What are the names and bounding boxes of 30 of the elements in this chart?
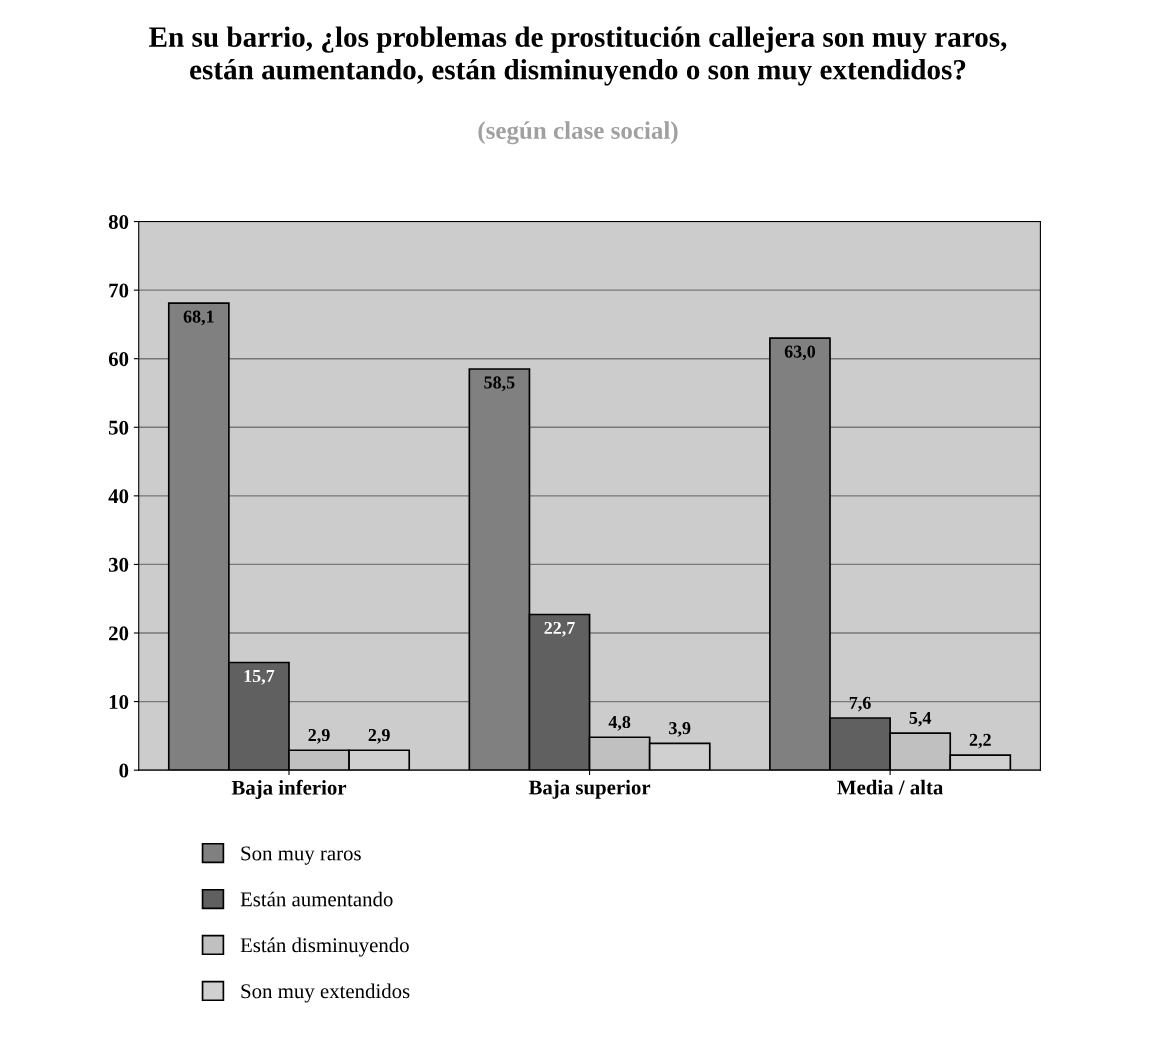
- y-tick-label: 40: [108, 489, 129, 504]
- data-label: 63,0: [784, 345, 816, 361]
- y-tick-label: 80: [108, 214, 129, 229]
- legend-label: Están aumentando: [240, 891, 393, 907]
- y-tick-label: 20: [109, 626, 129, 641]
- data-label: 7,6: [849, 696, 871, 712]
- x-tick-label: Media / alta: [837, 779, 944, 795]
- data-label: 2,9: [368, 728, 390, 744]
- y-tick-label: 0: [119, 763, 129, 778]
- x-tick-label: Baja inferior: [231, 779, 347, 799]
- y-tick-label: 50: [109, 420, 129, 435]
- y-tick-label: 30: [108, 557, 129, 572]
- data-label: 2,9: [308, 728, 330, 744]
- legend-label: Son muy raros: [241, 846, 361, 865]
- data-label: 2,2: [969, 733, 991, 749]
- data-label: 58,5: [484, 376, 515, 392]
- data-label: 4,8: [608, 715, 631, 731]
- legend-label: Están disminuyendo: [240, 937, 409, 957]
- y-tick-label: 10: [109, 694, 129, 710]
- chart-title: En su barrio, ¿los problemas de prostitución callejera son muy raros, están aumentando, están disminuyendo o son muy extendidos?: [149, 26, 1007, 86]
- chart-subtitle: (según clase social): [478, 121, 678, 145]
- x-tick-label: Baja superior: [528, 779, 651, 799]
- data-label: 3,9: [669, 722, 691, 737]
- y-tick-label: 70: [109, 283, 129, 298]
- data-label: 22,7: [544, 621, 575, 637]
- data-label: 68,1: [183, 310, 214, 326]
- y-tick-label: 60: [108, 352, 129, 367]
- data-label: 5,4: [909, 711, 932, 727]
- data-label: 15,7: [244, 669, 275, 685]
- legend-label: Son muy extendidos: [241, 983, 410, 1003]
